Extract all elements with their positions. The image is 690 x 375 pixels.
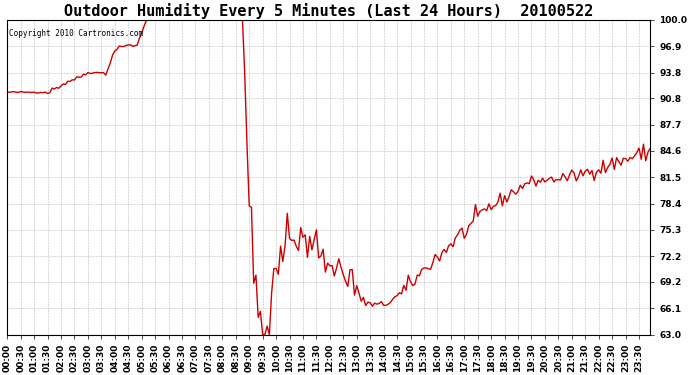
Title: Outdoor Humidity Every 5 Minutes (Last 24 Hours)  20100522: Outdoor Humidity Every 5 Minutes (Last 2… <box>64 3 593 19</box>
Text: Copyright 2010 Cartronics.com: Copyright 2010 Cartronics.com <box>8 29 143 38</box>
